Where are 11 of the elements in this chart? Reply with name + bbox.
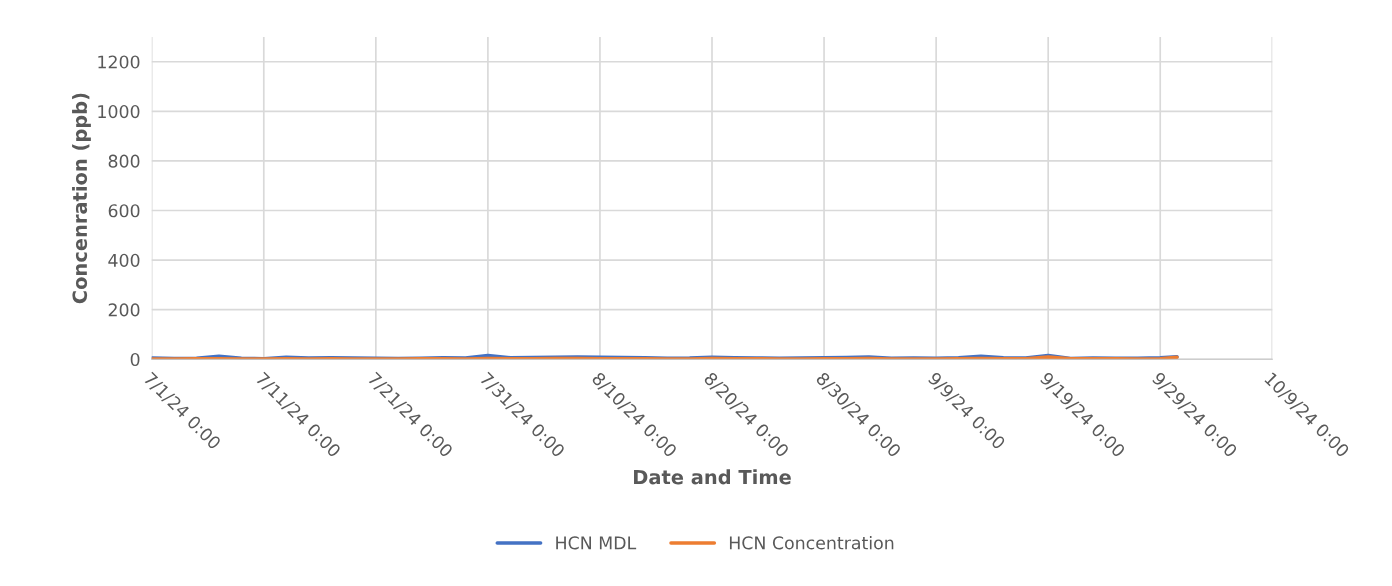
- legend-label: HCN Concentration: [729, 535, 894, 550]
- y-tick-label: 400: [108, 253, 140, 267]
- y-tick-label: 600: [108, 204, 140, 218]
- y-axis-title: Concenration (ppb): [72, 93, 91, 304]
- y-tick-label: 1000: [98, 105, 140, 119]
- x-axis-title: Date and Time: [634, 469, 791, 485]
- y-tick-label: 1200: [98, 55, 140, 69]
- y-tick-label: 0: [130, 352, 140, 367]
- legend-label: HCN MDL: [556, 536, 637, 550]
- y-tick-label: 200: [108, 303, 140, 317]
- y-tick-label: 800: [108, 154, 140, 168]
